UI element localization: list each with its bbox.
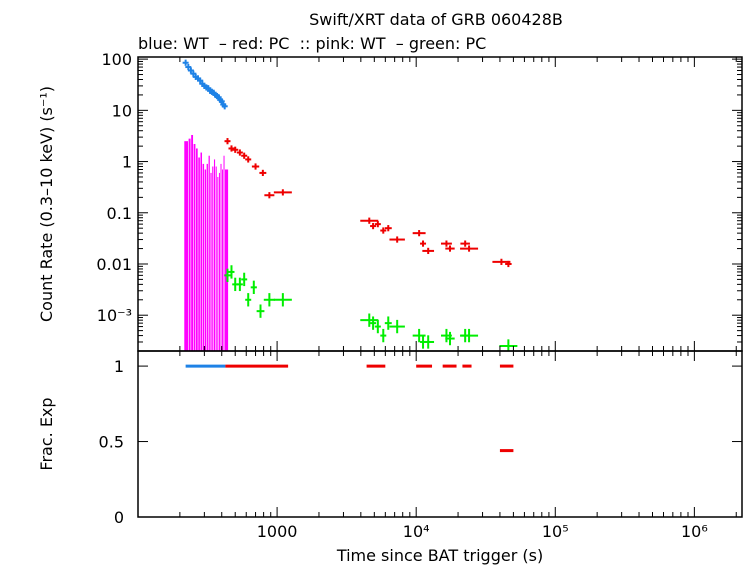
top-y-axis-label: Count Rate (0.3–10 keV) (s⁻¹) (37, 86, 56, 322)
data-point (185, 63, 192, 71)
pink-wt-bar (223, 155, 225, 351)
pink-wt-bar (193, 144, 196, 351)
bottom-panel-frame (137, 350, 743, 518)
data-point (259, 169, 267, 177)
data-point (250, 280, 257, 295)
pink-wt-bar (212, 166, 214, 351)
data-point (232, 146, 239, 153)
y-tick-label: 0.5 (99, 433, 124, 452)
data-point (218, 98, 225, 105)
data-point (236, 149, 243, 156)
y-tick-label: 0.1 (107, 204, 132, 223)
pink-wt-bar (198, 157, 200, 351)
data-point (380, 328, 387, 343)
data-point (389, 319, 405, 334)
data-point (384, 225, 392, 232)
data-point (228, 145, 235, 152)
data-point (460, 245, 479, 252)
data-point (460, 328, 479, 343)
top-panel: 10⁻³ 0.01 0.1 1 10 100 Count Rate (0.3–10 keV… (37, 50, 743, 352)
data-point (241, 152, 248, 159)
pink-wt-bar (188, 138, 191, 351)
pink-wt-bar (210, 172, 212, 351)
data-point (374, 319, 381, 334)
data-point (360, 313, 379, 327)
data-point (380, 227, 387, 234)
data-point (360, 217, 379, 224)
pink-wt-bar (191, 134, 194, 351)
pink-wt-bar (184, 141, 188, 351)
data-point (374, 221, 381, 228)
data-point (460, 240, 470, 247)
pink-wt-bar (200, 152, 203, 351)
data-point (263, 293, 275, 307)
y-tick-label: 10⁻³ (97, 306, 132, 325)
pink-wt-bar (208, 155, 210, 351)
data-point (412, 230, 426, 237)
data-point (420, 240, 427, 247)
pink-wt-bar (213, 159, 216, 351)
y-tick-label: 100 (101, 50, 132, 69)
data-point (505, 260, 512, 268)
data-point (384, 316, 392, 330)
y-tick-label: 0.01 (96, 255, 132, 274)
data-point (245, 293, 252, 307)
pink-wt-bar (220, 163, 222, 351)
data-point (273, 189, 292, 196)
x-tick-label: 10⁵ (542, 522, 569, 541)
bottom-y-axis-label: Frac. Exp (37, 397, 56, 470)
data-point (370, 222, 377, 230)
x-axis-label: Time since BAT trigger (s) (336, 546, 543, 565)
pink-wt-bar (222, 169, 224, 351)
data-point (256, 304, 265, 318)
chart-subtitle: blue: WT – red: PC :: pink: WT – green: … (138, 34, 486, 53)
data-point (273, 293, 292, 307)
data-point (445, 331, 455, 346)
data-point (445, 245, 455, 252)
pink-wt-bar (215, 166, 217, 351)
y-tick-label: 0 (114, 508, 124, 527)
data-point (197, 77, 204, 84)
pink-wt-bar (206, 163, 208, 351)
data-point (499, 339, 518, 351)
y-tick-label: 10 (112, 101, 132, 120)
data-point (422, 247, 435, 255)
y-tick-label: 1 (114, 357, 124, 376)
data-point (251, 163, 260, 170)
chart-title: Swift/XRT data of GRB 060428B (309, 10, 563, 29)
top-panel-frame (137, 56, 743, 352)
y-tick-label: 1 (122, 153, 132, 172)
data-point (245, 156, 252, 163)
data-point (422, 335, 435, 349)
bottom-panel: 0 0.5 1 1000 10⁴ 10⁵ 10⁶ Frac. Exp Time since… (37, 350, 743, 565)
data-point (236, 277, 243, 292)
pink-wt-bar (202, 163, 205, 351)
data-point (187, 67, 194, 74)
data-point (224, 138, 231, 145)
pink-wt-bar (196, 148, 198, 351)
data-point (224, 268, 231, 283)
data-point (228, 265, 235, 279)
data-point (440, 240, 452, 247)
pink-wt-bar (217, 176, 219, 351)
data-point (221, 103, 228, 110)
data-point (190, 70, 197, 77)
pink-wt-bar (204, 169, 207, 351)
x-tick-label: 10⁴ (403, 522, 430, 541)
pink-wt-bar (224, 169, 229, 351)
x-tick-label: 10⁶ (681, 522, 708, 541)
data-point (241, 272, 248, 287)
x-tick-label: 1000 (257, 522, 298, 541)
data-point (182, 59, 189, 66)
data-point (264, 192, 275, 199)
pink-wt-bar (218, 172, 220, 351)
data-point (370, 316, 377, 330)
data-point (389, 236, 405, 243)
